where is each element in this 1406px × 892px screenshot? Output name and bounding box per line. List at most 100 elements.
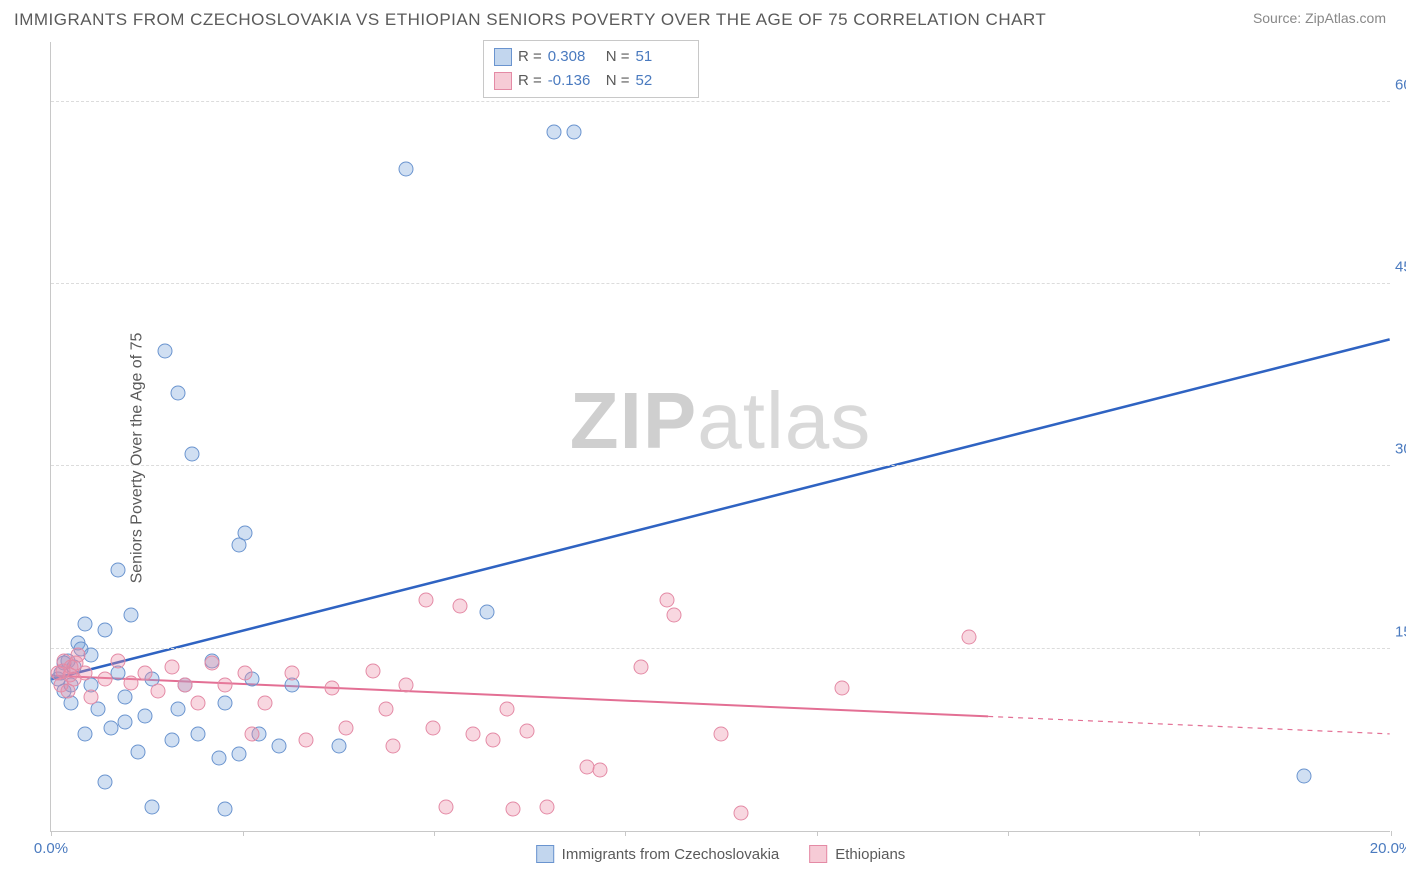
gridline (51, 648, 1390, 649)
xtick-mark (1008, 831, 1009, 836)
data-point (69, 656, 84, 671)
gridline (51, 101, 1390, 102)
legend-r-label: R = (518, 69, 542, 93)
data-point (164, 659, 179, 674)
watermark-zip: ZIP (570, 376, 697, 465)
legend-r-label: R = (518, 45, 542, 69)
data-point (218, 696, 233, 711)
data-point (178, 678, 193, 693)
series-legend: Immigrants from Czechoslovakia Ethiopians (536, 845, 906, 863)
data-point (204, 656, 219, 671)
xtick-mark (625, 831, 626, 836)
data-point (499, 702, 514, 717)
data-point (325, 680, 340, 695)
gridline (51, 283, 1390, 284)
xtick-mark (243, 831, 244, 836)
data-point (137, 666, 152, 681)
data-point (593, 763, 608, 778)
ytick-label: 45.0% (1395, 259, 1406, 276)
data-point (218, 802, 233, 817)
source-attribution: Source: ZipAtlas.com (1253, 10, 1386, 26)
data-point (164, 732, 179, 747)
chart-title: IMMIGRANTS FROM CZECHOSLOVAKIA VS ETHIOP… (14, 10, 1046, 30)
data-point (245, 726, 260, 741)
data-point (231, 747, 246, 762)
series-legend-label: Ethiopians (835, 846, 905, 863)
watermark-atlas: atlas (697, 376, 871, 465)
ytick-label: 30.0% (1395, 441, 1406, 458)
gridline (51, 465, 1390, 466)
data-point (77, 726, 92, 741)
data-point (171, 702, 186, 717)
legend-n-label: N = (606, 69, 630, 93)
data-point (365, 663, 380, 678)
data-point (124, 675, 139, 690)
data-point (439, 799, 454, 814)
data-point (425, 720, 440, 735)
series-legend-item: Ethiopians (809, 845, 905, 863)
plot-area: ZIPatlas R =0.308N =51R =-0.136N =52 Imm… (50, 42, 1390, 832)
data-point (399, 161, 414, 176)
data-point (539, 799, 554, 814)
data-point (238, 666, 253, 681)
data-point (211, 751, 226, 766)
data-point (1296, 769, 1311, 784)
xtick-mark (1391, 831, 1392, 836)
correlation-legend: R =0.308N =51R =-0.136N =52 (483, 40, 699, 98)
chart-container: Seniors Poverty Over the Age of 75 ZIPat… (0, 34, 1406, 882)
legend-n-value: 51 (636, 45, 688, 69)
xtick-mark (434, 831, 435, 836)
data-point (151, 684, 166, 699)
data-point (111, 653, 126, 668)
ytick-label: 60.0% (1395, 76, 1406, 93)
xtick-label: 20.0% (1370, 840, 1406, 857)
trend-lines (51, 42, 1390, 831)
data-point (191, 696, 206, 711)
ytick-label: 15.0% (1395, 623, 1406, 640)
data-point (117, 690, 132, 705)
data-point (77, 617, 92, 632)
series-legend-item: Immigrants from Czechoslovakia (536, 845, 780, 863)
legend-swatch (494, 72, 512, 90)
xtick-mark (1199, 831, 1200, 836)
data-point (97, 672, 112, 687)
data-point (633, 659, 648, 674)
data-point (338, 720, 353, 735)
legend-swatch (536, 845, 554, 863)
data-point (137, 708, 152, 723)
data-point (466, 726, 481, 741)
data-point (379, 702, 394, 717)
legend-n-label: N = (606, 45, 630, 69)
data-point (452, 599, 467, 614)
xtick-mark (817, 831, 818, 836)
data-point (157, 343, 172, 358)
data-point (285, 666, 300, 681)
data-point (298, 732, 313, 747)
data-point (191, 726, 206, 741)
data-point (258, 696, 273, 711)
data-point (84, 690, 99, 705)
data-point (519, 724, 534, 739)
legend-r-value: 0.308 (548, 45, 600, 69)
data-point (238, 526, 253, 541)
legend-swatch (809, 845, 827, 863)
legend-swatch (494, 48, 512, 66)
data-point (97, 775, 112, 790)
data-point (714, 726, 729, 741)
data-point (479, 605, 494, 620)
data-point (131, 745, 146, 760)
legend-n-value: 52 (636, 69, 688, 93)
data-point (124, 607, 139, 622)
series-legend-label: Immigrants from Czechoslovakia (562, 846, 780, 863)
watermark: ZIPatlas (570, 375, 871, 467)
data-point (117, 714, 132, 729)
data-point (734, 805, 749, 820)
data-point (546, 125, 561, 140)
data-point (660, 593, 675, 608)
correlation-legend-row: R =-0.136N =52 (494, 69, 688, 93)
data-point (332, 738, 347, 753)
data-point (419, 593, 434, 608)
data-point (84, 647, 99, 662)
data-point (111, 562, 126, 577)
data-point (184, 447, 199, 462)
